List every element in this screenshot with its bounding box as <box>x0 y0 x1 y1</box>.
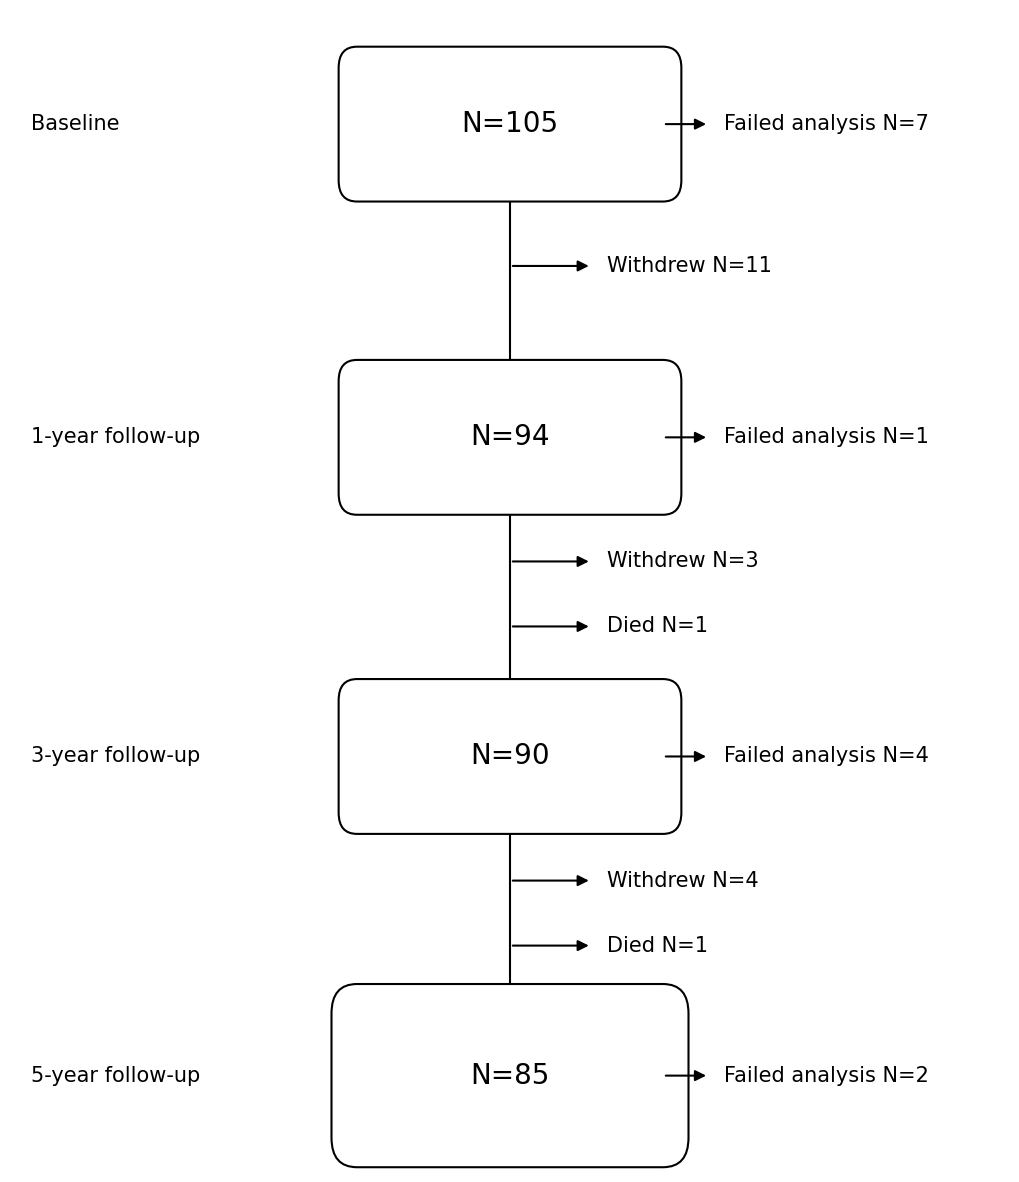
Text: Failed analysis N=1: Failed analysis N=1 <box>723 428 928 447</box>
Text: N=90: N=90 <box>470 742 549 771</box>
Text: 3-year follow-up: 3-year follow-up <box>31 747 200 766</box>
Text: Withdrew N=4: Withdrew N=4 <box>606 871 758 890</box>
Text: N=94: N=94 <box>470 423 549 452</box>
Text: Failed analysis N=4: Failed analysis N=4 <box>723 747 928 766</box>
FancyBboxPatch shape <box>338 678 681 834</box>
Text: Failed analysis N=7: Failed analysis N=7 <box>723 115 928 134</box>
Text: Died N=1: Died N=1 <box>606 617 707 636</box>
FancyBboxPatch shape <box>338 359 681 515</box>
FancyBboxPatch shape <box>331 983 688 1168</box>
Text: Baseline: Baseline <box>31 115 119 134</box>
Text: N=105: N=105 <box>461 110 558 138</box>
FancyBboxPatch shape <box>338 47 681 201</box>
Text: Failed analysis N=2: Failed analysis N=2 <box>723 1066 928 1085</box>
Text: 1-year follow-up: 1-year follow-up <box>31 428 200 447</box>
Text: Withdrew N=11: Withdrew N=11 <box>606 256 771 275</box>
Text: Withdrew N=3: Withdrew N=3 <box>606 552 758 571</box>
Text: Died N=1: Died N=1 <box>606 936 707 955</box>
Text: N=85: N=85 <box>470 1061 549 1090</box>
Text: 5-year follow-up: 5-year follow-up <box>31 1066 200 1085</box>
